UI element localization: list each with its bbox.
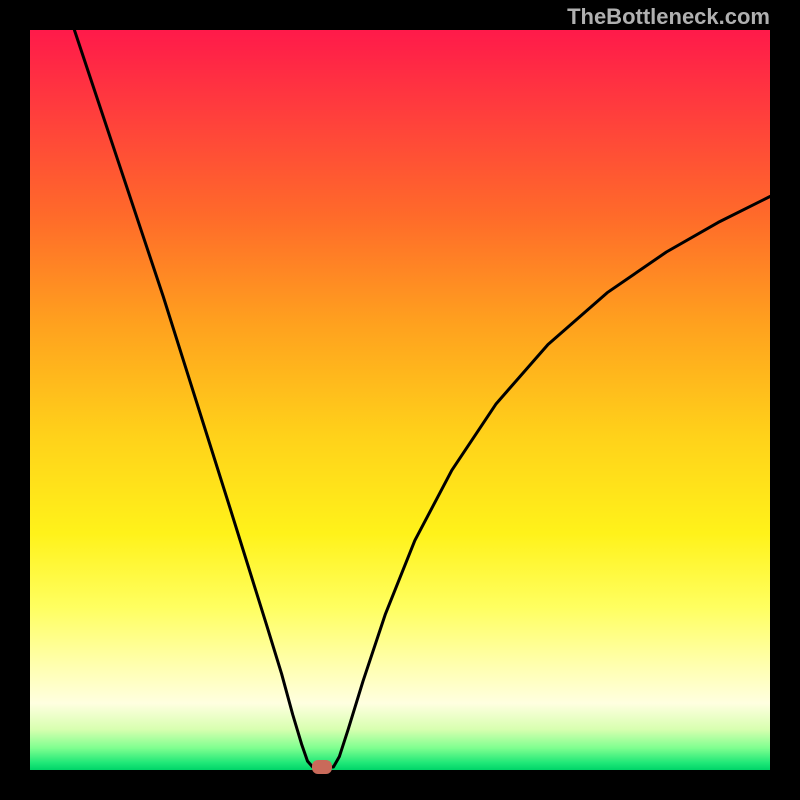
watermark-text: TheBottleneck.com <box>567 4 770 30</box>
minimum-marker <box>312 760 332 774</box>
bottleneck-curve <box>74 30 770 767</box>
curve-layer <box>30 30 770 770</box>
plot-area <box>30 30 770 770</box>
chart-container: TheBottleneck.com <box>0 0 800 800</box>
